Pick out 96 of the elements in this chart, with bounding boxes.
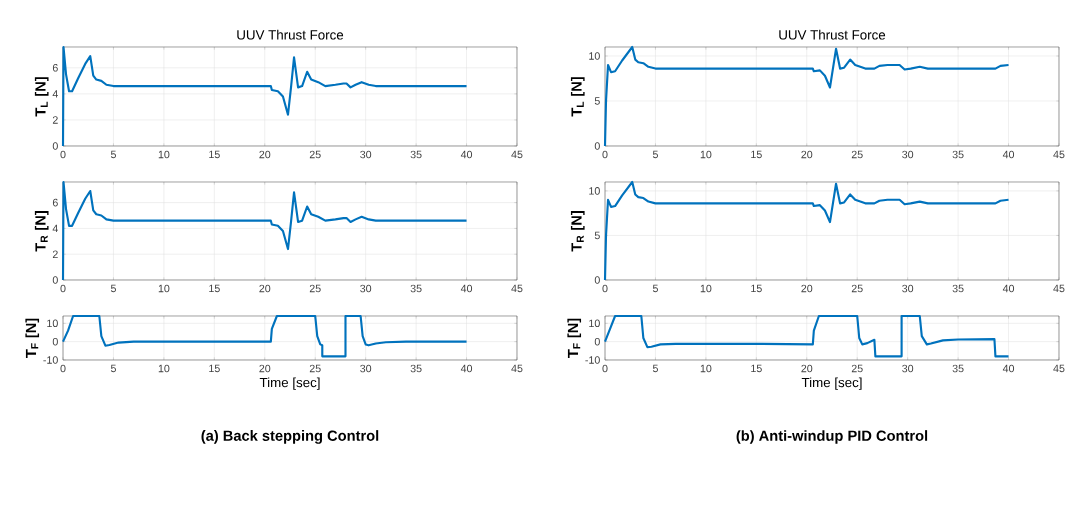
y-axis-title: T$_{F}$ [N] [25, 318, 40, 358]
y-tick-label: 0 [594, 276, 600, 284]
chart-title: UUV Thrust Force [237, 29, 344, 40]
x-tick-label: 35 [410, 364, 422, 373]
x-tick-label: 0 [60, 364, 66, 373]
line-series [603, 45, 1010, 148]
y-tick-label: 0 [594, 142, 600, 150]
y-tick-label: 2 [52, 116, 58, 124]
line-series [603, 314, 1010, 358]
y-tick-label: 5 [594, 97, 600, 105]
y-tick-label: 0 [52, 276, 58, 284]
y-axis-title: T$_{R}$ [N] [34, 211, 49, 252]
x-tick-label: 10 [158, 150, 170, 159]
x-tick-label: 20 [259, 284, 271, 293]
x-tick-label: 45 [1053, 364, 1065, 373]
y-tick-label: 4 [52, 90, 58, 98]
x-tick-label: 45 [511, 364, 523, 373]
x-tick-label: 20 [801, 364, 813, 373]
x-tick-label: 45 [1053, 150, 1065, 159]
x-tick-label: 25 [309, 150, 321, 159]
y-axis-title: T$_{L}$ [N] [34, 77, 49, 117]
y-axis-title: T$_{L}$ [N] [570, 77, 585, 117]
y-tick-label: 0 [594, 337, 600, 346]
x-tick-label: 20 [801, 284, 813, 293]
x-tick-label: 45 [511, 284, 523, 293]
x-tick-label: 40 [1002, 284, 1015, 293]
x-tick-label: 5 [110, 284, 116, 293]
x-tick-label: 10 [158, 284, 170, 293]
y-tick-label: 6 [52, 198, 58, 207]
line-series [603, 180, 1010, 282]
y-axis-title: T$_{R}$ [N] [570, 211, 585, 252]
x-tick-label: 0 [60, 150, 66, 159]
x-tick-label: 10 [700, 364, 712, 373]
x-tick-label: 20 [259, 150, 271, 159]
x-tick-label: 40 [1002, 150, 1015, 159]
x-tick-label: 0 [602, 150, 608, 159]
y-tick-label: -10 [43, 356, 58, 364]
x-tick-label: 25 [309, 284, 321, 293]
y-tick-label: 0 [52, 142, 58, 150]
y-tick-label: 10 [589, 319, 600, 328]
y-tick-label: 10 [589, 187, 600, 195]
y-tick-label: 10 [589, 52, 600, 60]
x-tick-label: 15 [751, 150, 762, 159]
y-tick-label: 10 [47, 319, 58, 328]
x-tick-label: 20 [801, 150, 813, 159]
x-tick-label: 15 [751, 364, 762, 373]
x-tick-label: 30 [902, 150, 914, 159]
text: (b) Anti-windup PID Control [736, 430, 928, 444]
x-tick-label: 15 [209, 364, 220, 373]
x-tick-label: 5 [652, 150, 658, 159]
x-tick-label: 40 [1002, 364, 1015, 373]
y-tick-label: 4 [52, 224, 58, 233]
x-tick-label: 25 [851, 150, 863, 159]
x-tick-label: 35 [952, 284, 964, 293]
x-tick-label: 35 [952, 364, 964, 373]
x-tick-label: 40 [460, 284, 473, 293]
x-tick-label: 45 [511, 150, 523, 159]
x-tick-label: 5 [110, 150, 116, 159]
x-tick-label: 25 [309, 364, 321, 373]
chart-title: UUV Thrust Force [779, 29, 886, 40]
x-tick-label: 35 [410, 284, 422, 293]
x-tick-label: 45 [1053, 284, 1065, 293]
y-tick-label: -10 [585, 356, 600, 364]
x-tick-label: 30 [902, 364, 914, 373]
text: (a) Back stepping Control [201, 430, 379, 444]
x-tick-label: 40 [460, 150, 473, 159]
x-tick-label: 10 [158, 364, 170, 373]
x-tick-label: 15 [209, 150, 220, 159]
line-series [61, 314, 468, 358]
y-tick-label: 5 [594, 231, 600, 240]
x-tick-label: 20 [259, 364, 271, 373]
x-tick-label: 5 [110, 364, 116, 373]
y-tick-label: 2 [52, 250, 58, 258]
y-tick-label: 0 [52, 337, 58, 346]
x-tick-label: 35 [952, 150, 964, 159]
x-tick-label: 0 [602, 284, 608, 293]
x-tick-label: 30 [360, 364, 372, 373]
x-tick-label: 15 [751, 284, 762, 293]
y-axis-title: T$_{F}$ [N] [567, 318, 582, 358]
x-tick-label: 30 [360, 284, 372, 293]
x-tick-label: 35 [410, 150, 422, 159]
x-axis-title: Time [sec] [801, 377, 862, 390]
y-tick-label: 6 [52, 64, 58, 72]
x-tick-label: 10 [700, 150, 712, 159]
x-tick-label: 30 [360, 150, 372, 159]
x-tick-label: 25 [851, 364, 863, 373]
x-tick-label: 40 [460, 364, 473, 373]
x-tick-label: 25 [851, 284, 863, 293]
x-axis-title: Time [sec] [259, 377, 320, 390]
x-tick-label: 0 [602, 364, 608, 373]
x-tick-label: 5 [652, 364, 658, 373]
x-tick-label: 10 [700, 284, 712, 293]
x-tick-label: 0 [60, 284, 66, 293]
x-tick-label: 15 [209, 284, 220, 293]
x-tick-label: 5 [652, 284, 658, 293]
x-tick-label: 30 [902, 284, 914, 293]
